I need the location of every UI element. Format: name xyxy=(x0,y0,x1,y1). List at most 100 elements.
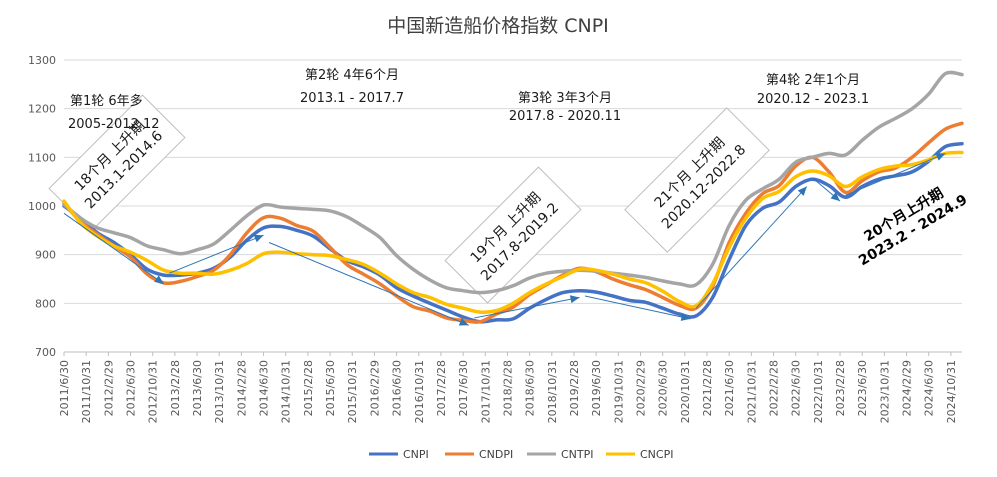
legend-item-cncpi[interactable]: CNCPI xyxy=(606,448,673,461)
x-tick-label: 2017/2/28 xyxy=(435,360,448,416)
trend-arrow-head xyxy=(569,295,580,304)
x-tick-label: 2015/6/30 xyxy=(324,360,337,416)
x-tick-label: 2019/10/31 xyxy=(612,360,625,423)
x-tick-label: 2019/6/30 xyxy=(590,360,603,416)
trend-arrow xyxy=(474,295,580,319)
trend-arrow-head xyxy=(253,234,264,243)
x-tick-label: 2015/2/28 xyxy=(302,360,315,416)
x-tick-label: 2023/6/30 xyxy=(856,360,869,416)
series-lines xyxy=(62,70,964,324)
round3-period: 2017.8 - 2020.11 xyxy=(509,109,621,124)
x-tick-label: 2023/10/31 xyxy=(878,360,891,423)
x-tick-label: 2021/10/31 xyxy=(745,360,758,423)
x-tick-label: 2013/10/31 xyxy=(213,360,226,423)
y-tick-label: 1200 xyxy=(28,103,56,116)
trend-arrow xyxy=(584,295,691,321)
x-tick-label: 2014/10/31 xyxy=(280,360,293,423)
legend-item-cndpi[interactable]: CNDPI xyxy=(445,448,513,461)
series-line-cncpi xyxy=(62,150,964,314)
x-tick-label: 2018/10/31 xyxy=(546,360,559,423)
x-tick-label: 2017/10/31 xyxy=(479,360,492,423)
trend-arrow xyxy=(695,186,808,309)
trend-arrow-shaft xyxy=(584,295,691,320)
round2-period: 2013.1 - 2017.7 xyxy=(300,91,404,106)
x-tick-label: 2013/2/28 xyxy=(169,360,182,416)
trend-arrow-head xyxy=(680,313,691,321)
legend: CNPI CNDPI CNTPI CNCPI xyxy=(369,448,673,461)
x-tick-label: 2016/2/29 xyxy=(368,360,381,416)
x-tick-label: 2018/6/30 xyxy=(524,360,537,416)
x-tick-label: 2019/2/28 xyxy=(568,360,581,416)
x-tick-label: 2020/10/31 xyxy=(679,360,692,423)
y-tick-label: 1100 xyxy=(28,151,56,164)
x-tick-label: 2024/6/30 xyxy=(923,360,936,416)
annotation-box-frame xyxy=(624,107,770,253)
trend-arrow-shaft xyxy=(695,186,808,309)
x-tick-label: 2012/2/29 xyxy=(102,360,115,416)
round3-label: 第3轮 3年3个月 xyxy=(518,91,612,106)
legend-label-cnpi: CNPI xyxy=(403,448,429,461)
trend-arrow xyxy=(169,234,264,274)
x-tick-label: 2021/6/30 xyxy=(723,360,736,416)
legend-label-cntpi: CNTPI xyxy=(561,448,594,461)
round1-label: 第1轮 6年多 xyxy=(70,93,143,109)
y-tick-label: 1300 xyxy=(28,54,56,67)
series-line-cntpi xyxy=(62,70,964,295)
trend-arrow xyxy=(812,177,841,202)
y-axis-ticks: 700 800 900 1000 1100 1200 1300 xyxy=(28,54,56,359)
trend-arrow xyxy=(63,212,165,285)
trend-arrow-head xyxy=(830,192,841,202)
y-tick-label: 900 xyxy=(35,249,56,262)
trend-arrow-shaft xyxy=(169,234,264,274)
round4-rise-label: 20个月上升期 2023.2 - 2024.9 xyxy=(856,184,970,269)
x-tick-label: 2020/6/30 xyxy=(657,360,670,416)
x-tick-label: 2023/2/28 xyxy=(834,360,847,416)
trend-arrow-head xyxy=(154,275,164,284)
x-tick-label: 2021/2/28 xyxy=(701,360,714,416)
x-tick-label: 2014/2/28 xyxy=(235,360,248,416)
annotation-box-round4-rise: 21个月 上升期 2020.12-2022.8 xyxy=(624,107,770,253)
x-tick-label: 2024/10/31 xyxy=(945,360,958,423)
x-tick-label: 2014/6/30 xyxy=(258,360,271,416)
trend-arrows xyxy=(63,152,946,326)
trend-arrow-head xyxy=(935,153,946,161)
legend-item-cnpi[interactable]: CNPI xyxy=(369,448,429,461)
y-tick-label: 700 xyxy=(35,346,56,359)
x-tick-label: 2011/6/30 xyxy=(58,360,71,416)
trend-arrow-shaft xyxy=(268,242,469,326)
y-tick-label: 800 xyxy=(35,297,56,310)
legend-label-cndpi: CNDPI xyxy=(479,448,513,461)
trend-arrow-head xyxy=(458,318,469,326)
x-tick-label: 2022/2/28 xyxy=(768,360,781,416)
round4-label: 第4轮 2年1个月 xyxy=(766,73,860,88)
x-axis-ticks: 2011/6/30 2011/10/31 2012/2/29 2012/6/30 201… xyxy=(58,352,958,423)
x-tick-label: 2020/2/29 xyxy=(634,360,647,416)
x-tick-label: 2022/10/31 xyxy=(812,360,825,423)
x-tick-label: 2018/2/28 xyxy=(501,360,514,416)
x-tick-label: 2011/10/31 xyxy=(80,360,93,423)
y-tick-label: 1000 xyxy=(28,200,56,213)
round4-period: 2020.12 - 2023.1 xyxy=(757,92,869,107)
trend-arrow-shaft xyxy=(845,152,946,196)
trend-arrow-head xyxy=(797,186,807,196)
x-tick-label: 2016/10/31 xyxy=(413,360,426,423)
round2-label: 第2轮 4年6个月 xyxy=(305,68,399,83)
x-tick-label: 2024/2/29 xyxy=(901,360,914,416)
x-tick-label: 2013/6/30 xyxy=(191,360,204,416)
trend-arrow xyxy=(845,152,946,196)
chart-title: 中国新造船价格指数 CNPI xyxy=(387,15,609,37)
x-tick-label: 2017/6/30 xyxy=(457,360,470,416)
legend-label-cncpi: CNCPI xyxy=(640,448,673,461)
x-tick-label: 2015/10/31 xyxy=(346,360,359,423)
x-tick-label: 2012/10/31 xyxy=(147,360,160,423)
trend-arrow-shaft xyxy=(63,212,165,285)
x-tick-label: 2016/6/30 xyxy=(391,360,404,416)
round1-period: 2005-2012.12 xyxy=(68,117,160,132)
x-tick-label: 2012/6/30 xyxy=(125,360,138,416)
trend-arrow xyxy=(268,242,469,326)
legend-item-cntpi[interactable]: CNTPI xyxy=(527,448,594,461)
x-tick-label: 2022/6/30 xyxy=(790,360,803,416)
annotation-box-round3-rise: 19个月 上升期 2017.8-2019.2 xyxy=(444,166,582,304)
trend-arrow-shaft xyxy=(474,297,580,319)
